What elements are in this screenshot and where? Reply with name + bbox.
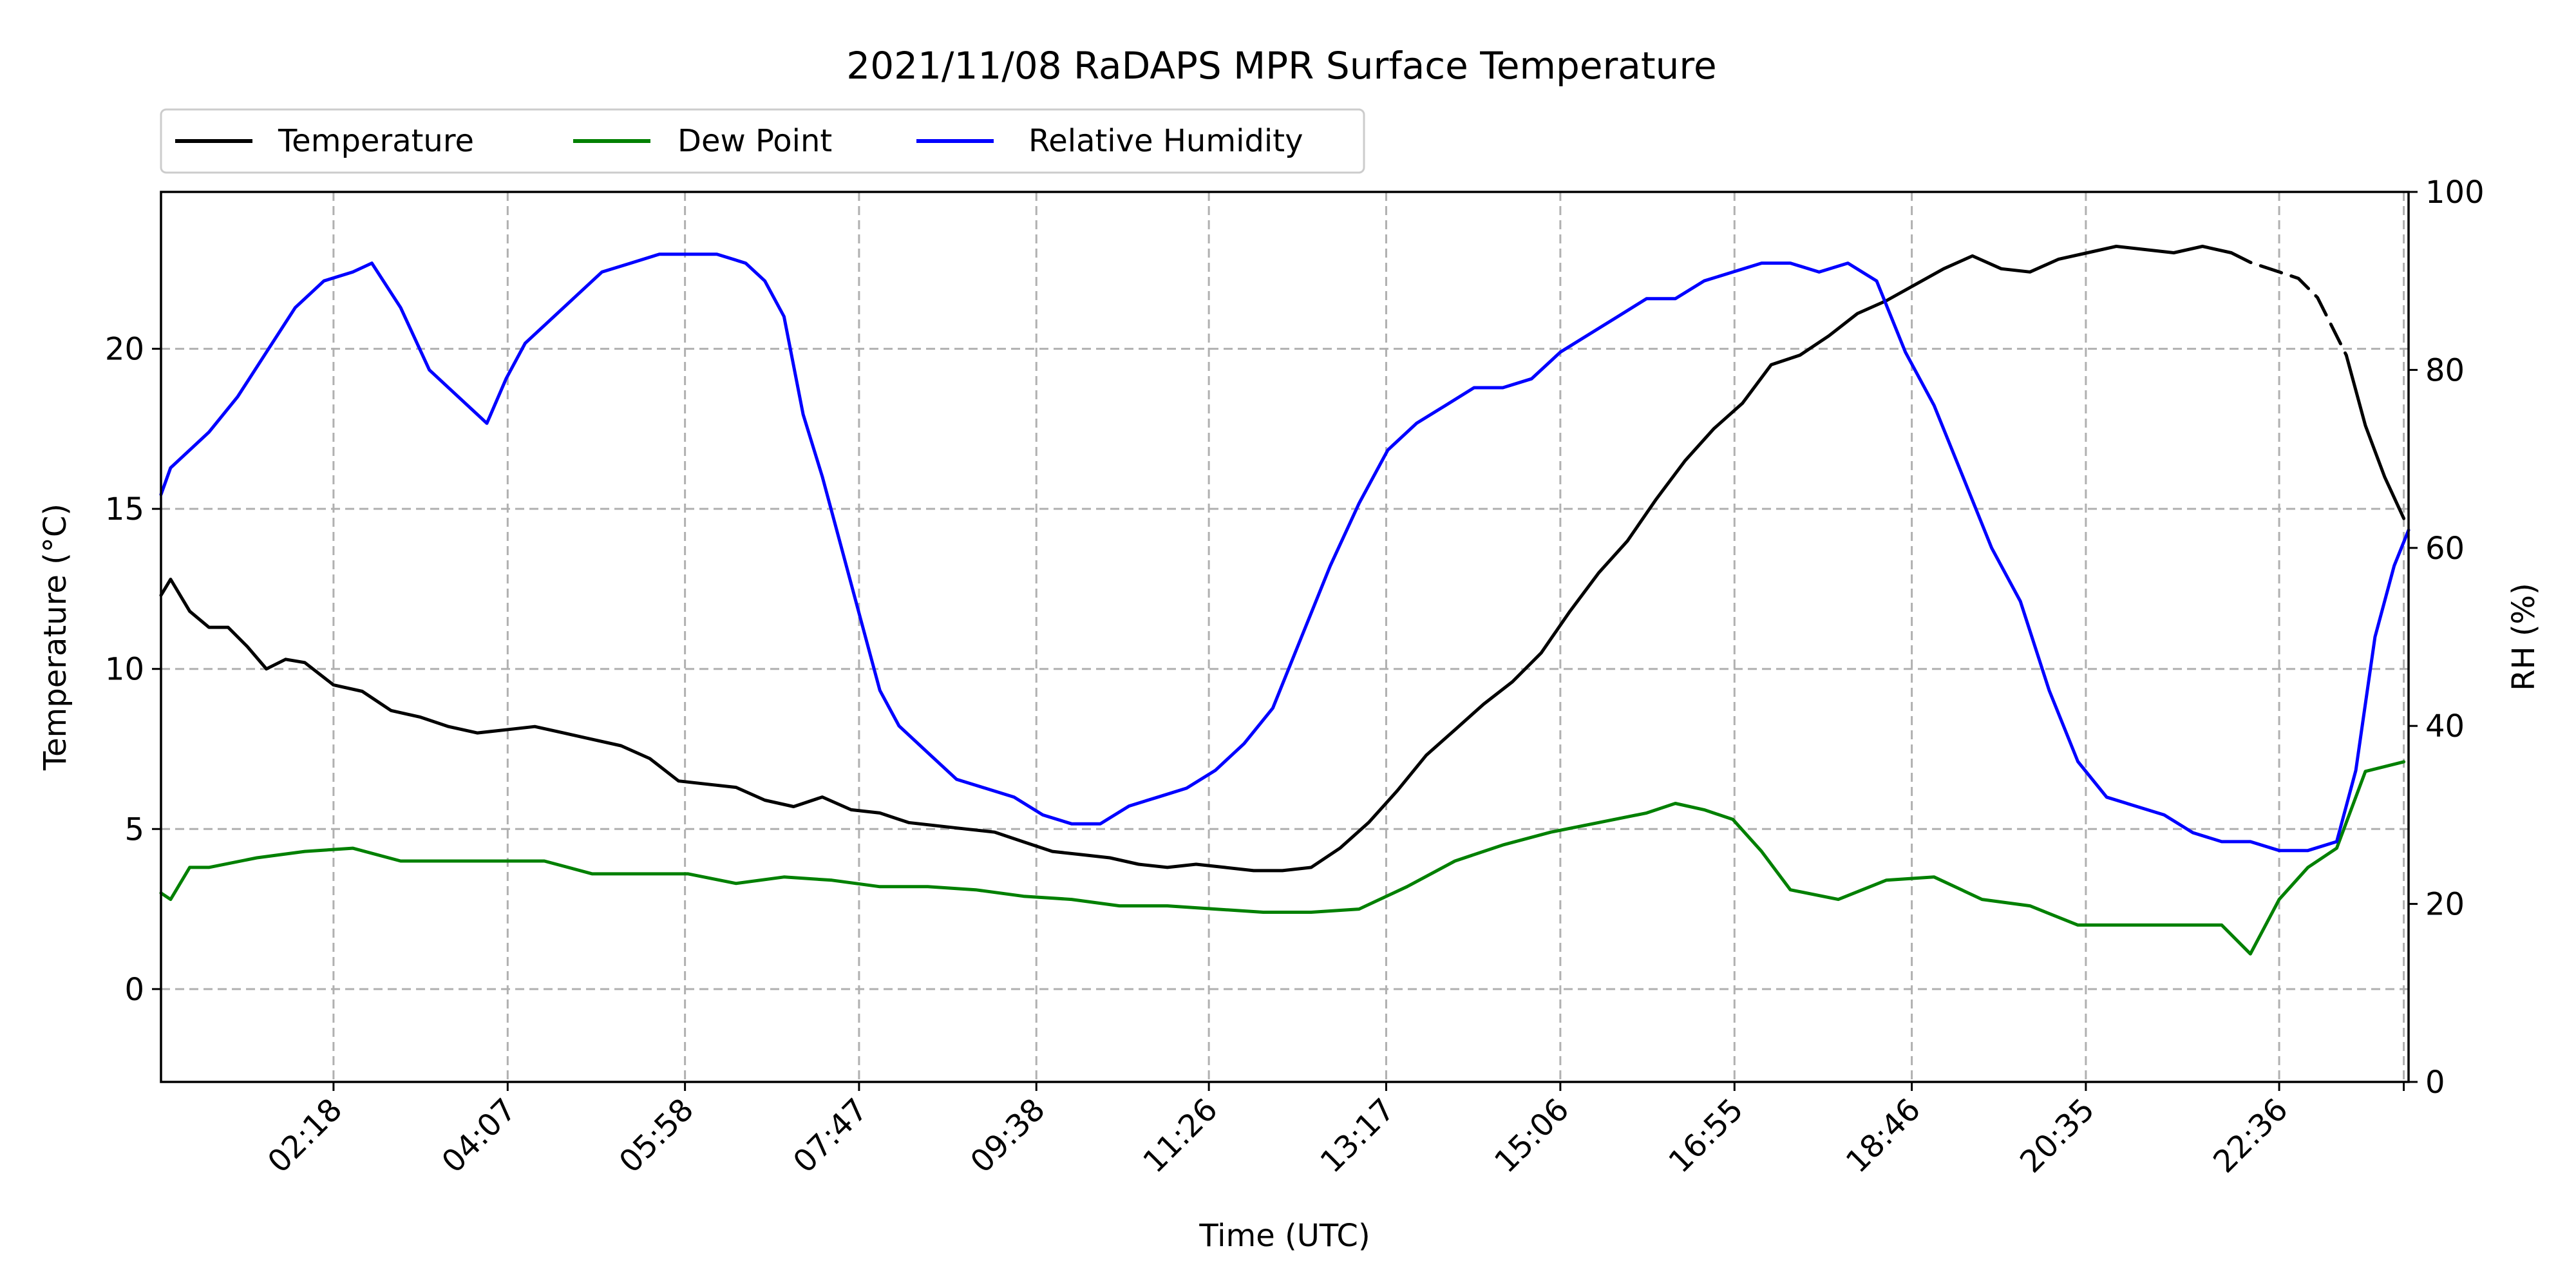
chart-title: 2021/11/08 RaDAPS MPR Surface Temperatur… xyxy=(846,44,1716,88)
y-left-tick-label: 5 xyxy=(124,811,144,848)
y-right-tick-label: 80 xyxy=(2425,352,2465,388)
y-axis-left-ticks: 0 5 10 15 20 xyxy=(105,332,161,1008)
series-line-relative-humidity xyxy=(159,252,2410,853)
y-left-tick-label: 20 xyxy=(105,332,144,368)
series-line-dew-point xyxy=(159,760,2406,956)
series-lines xyxy=(159,245,2410,956)
y-axis-left-title: Temperature (°C) xyxy=(37,504,73,771)
y-right-tick-label: 60 xyxy=(2425,531,2465,567)
y-left-tick-label: 10 xyxy=(105,652,144,688)
legend-label-relative-humidity: Relative Humidity xyxy=(1028,123,1303,159)
y-right-tick-label: 20 xyxy=(2425,887,2465,923)
gridlines xyxy=(161,192,2409,1082)
legend: Temperature Dew Point Relative Humidity xyxy=(160,108,1365,174)
y-right-tick-label: 100 xyxy=(2425,175,2485,211)
y-axis-right-title: RH (%) xyxy=(2506,583,2542,691)
y-left-tick-label: 15 xyxy=(105,491,144,527)
y-right-tick-label: 0 xyxy=(2425,1065,2445,1101)
y-left-tick-label: 0 xyxy=(124,972,144,1008)
y-axis-right-ticks: 0 20 40 60 80 100 xyxy=(2409,175,2485,1101)
series-line-temperature xyxy=(159,245,2233,873)
legend-box xyxy=(160,108,1365,174)
legend-label-temperature: Temperature xyxy=(278,123,474,159)
series-line-temperature-tail xyxy=(2344,354,2406,520)
legend-label-dew-point: Dew Point xyxy=(677,123,832,159)
plot-frame xyxy=(160,191,2410,1083)
series-line-temperature-dashed-segment xyxy=(2230,251,2348,357)
y-right-tick-label: 40 xyxy=(2425,708,2465,744)
x-axis-title: Time (UTC) xyxy=(1198,1218,1370,1254)
